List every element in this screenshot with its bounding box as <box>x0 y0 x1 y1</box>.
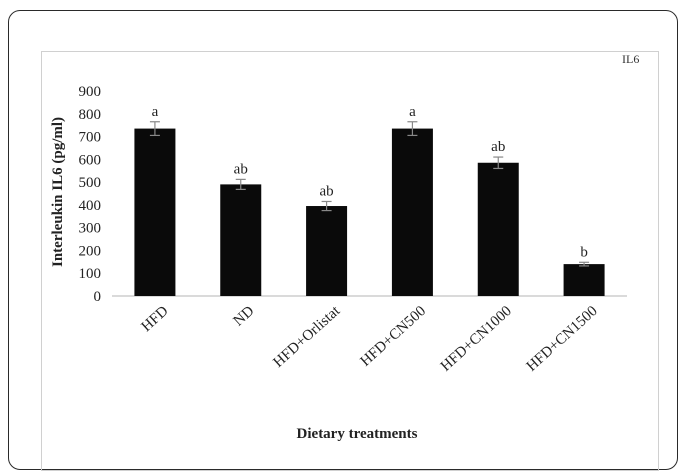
bar-hfd-orlistat <box>306 206 348 296</box>
significance-letter: ab <box>319 183 333 199</box>
y-axis-title: Interleukin IL6 (pg/ml) <box>50 117 66 267</box>
x-category-label: HFD <box>139 303 172 335</box>
y-tick-label: 0 <box>94 289 102 305</box>
x-category-label: HFD+Orlistat <box>271 303 344 371</box>
y-tick-label: 500 <box>79 175 102 191</box>
y-tick-label: 900 <box>79 84 102 100</box>
corner-tag: IL6 <box>622 52 639 66</box>
significance-letter: ab <box>491 139 505 155</box>
significance-letter: ab <box>234 161 248 177</box>
x-category-label: HFD+CN1500 <box>524 303 601 375</box>
significance-letter: a <box>152 104 159 120</box>
bar-hfd-cn500 <box>391 128 433 296</box>
significance-letter: a <box>409 104 416 120</box>
bar-hfd <box>134 128 176 296</box>
y-tick-label: 100 <box>79 266 102 282</box>
bar-nd <box>220 184 262 296</box>
x-category-label: HFD+CN1000 <box>438 303 515 375</box>
x-category-label: HFD+CN500 <box>358 303 430 370</box>
y-tick-label: 700 <box>79 130 102 146</box>
significance-letter: b <box>580 244 588 260</box>
chart-marks: 0100200300400500600700800900aHFDabNDabHF… <box>79 84 627 375</box>
y-tick-label: 600 <box>79 152 102 168</box>
x-axis-title: Dietary treatments <box>297 426 418 442</box>
bar-hfd-cn1000 <box>477 162 519 296</box>
bar-chart: IL6 Interleukin IL6 (pg/ml) Dietary trea… <box>50 52 639 442</box>
y-tick-label: 400 <box>79 198 102 214</box>
y-tick-label: 800 <box>79 107 102 123</box>
y-tick-label: 300 <box>79 221 102 237</box>
x-category-label: ND <box>231 303 258 329</box>
bar-hfd-cn1500 <box>563 264 605 296</box>
y-tick-label: 200 <box>79 243 102 259</box>
